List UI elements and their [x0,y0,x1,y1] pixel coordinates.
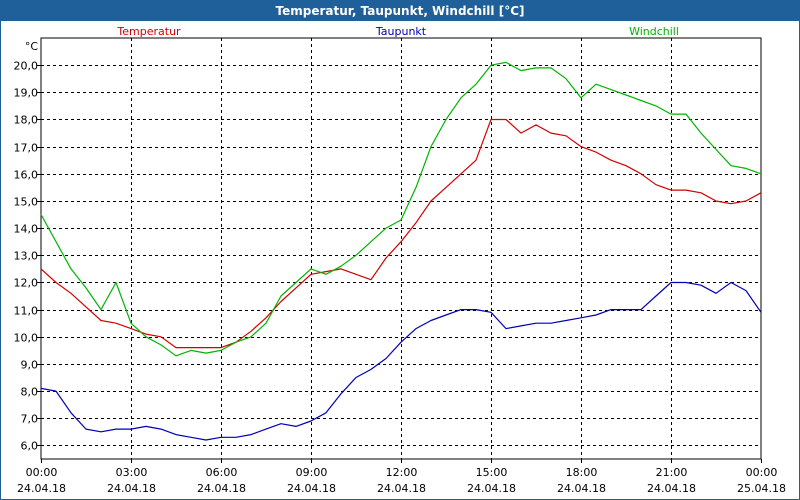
y-tick-label: 9,0 [21,359,39,372]
y-tick-label: 6,0 [21,440,39,453]
y-tick-label: 10,0 [14,332,39,345]
x-tick-time-label: 09:00 [296,466,328,479]
x-tick-date-label: 24.04.18 [467,482,516,495]
legend-entry-temperatur: Temperatur [116,25,181,38]
x-tick-time-label: 03:00 [116,466,148,479]
y-tick-label: 18,0 [14,114,39,127]
x-tick-time-label: 18:00 [566,466,598,479]
y-tick-label: 16,0 [14,169,39,182]
x-tick-time-label: 00:00 [746,466,778,479]
x-tick-time-label: 06:00 [206,466,238,479]
y-tick-label: 20,0 [14,60,39,73]
x-tick-time-label: 15:00 [476,466,508,479]
y-tick-label: 7,0 [21,413,39,426]
legend-entry-taupunkt: Taupunkt [375,25,427,38]
x-tick-date-label: 24.04.18 [287,482,336,495]
y-tick-label: 15,0 [14,196,39,209]
x-tick-time-label: 21:00 [656,466,688,479]
x-tick-date-label: 24.04.18 [557,482,606,495]
y-tick-label: 12,0 [14,277,39,290]
x-tick-time-label: 12:00 [386,466,418,479]
y-tick-label: 11,0 [14,305,39,318]
y-tick-label: 19,0 [14,87,39,100]
x-tick-date-label: 24.04.18 [17,482,66,495]
x-tick-time-label: 00:00 [26,466,58,479]
legend-entry-windchill: Windchill [629,25,679,38]
y-tick-label: 13,0 [14,250,39,263]
y-axis-unit-label: °C [25,40,39,53]
x-tick-date-label: 24.04.18 [197,482,246,495]
y-tick-label: 14,0 [14,223,39,236]
x-tick-date-label: 24.04.18 [377,482,426,495]
x-tick-date-label: 25.04.18 [737,482,786,495]
y-tick-label: 8,0 [21,386,39,399]
x-tick-date-label: 24.04.18 [647,482,696,495]
series-line-temperatur [40,118,762,349]
series-line-taupunkt [40,281,762,441]
x-tick-date-label: 24.04.18 [107,482,156,495]
line-chart: 6,0 7,0 8,0 9,0 10,0 11,0 12,0 13,0 14,0 15,0 16,0… [14,25,786,495]
window-title: Temperatur, Taupunkt, Windchill [°C] [1,1,799,21]
y-tick-label: 17,0 [14,142,39,155]
series-line-windchill [40,61,762,357]
